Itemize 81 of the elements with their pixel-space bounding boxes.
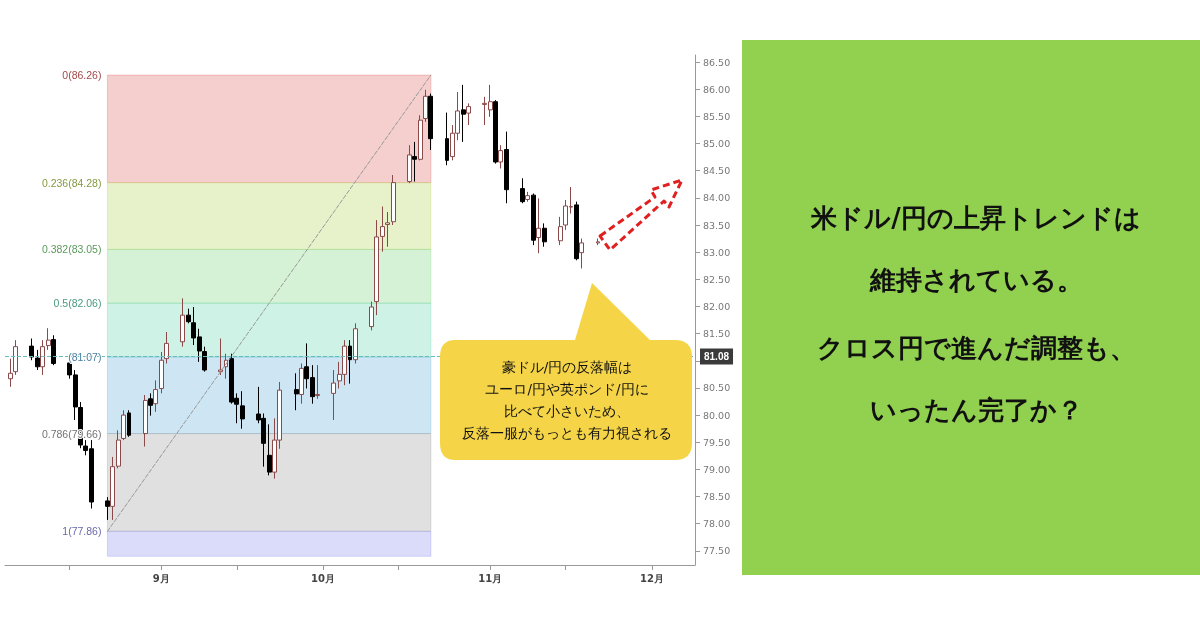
candlestick <box>46 327 51 351</box>
candlestick <box>596 238 600 246</box>
candlestick <box>579 238 584 269</box>
y-tick-label: 81.50 <box>703 328 731 340</box>
candlestick <box>520 177 525 204</box>
candlestick <box>531 193 536 246</box>
y-tick-label: 79.50 <box>703 436 731 448</box>
y-tick-label: 83.00 <box>703 246 731 258</box>
candlestick <box>51 334 56 366</box>
x-tick-label: 12月 <box>639 572 664 584</box>
candlestick <box>407 144 412 184</box>
candlestick <box>240 390 245 430</box>
candlestick <box>542 222 547 248</box>
ref-line-label: 81.08 <box>704 350 730 362</box>
chart-title: 米ドル/円の上昇トレンドは維持されている。 <box>811 203 1141 295</box>
candlestick <box>13 339 18 376</box>
candlestick <box>294 372 299 411</box>
candlestick <box>121 409 126 441</box>
candlestick <box>423 89 428 123</box>
candlestick <box>299 363 304 405</box>
text: クロス円で進んだ調整も、いったん完了か？ <box>816 333 1136 425</box>
candlestick <box>348 339 352 385</box>
y-tick-label: 78.00 <box>703 518 731 530</box>
y-tick-label: 86.50 <box>703 56 731 68</box>
candlestick <box>385 211 390 248</box>
candlestick <box>445 112 449 166</box>
candlestick <box>504 131 509 204</box>
candlestick <box>574 201 579 261</box>
y-tick-label: 84.00 <box>703 192 731 204</box>
candlestick <box>159 351 164 394</box>
y-tick-label: 79.00 <box>703 463 731 475</box>
y-tick-label: 85.00 <box>703 138 731 150</box>
y-tick-label: 83.50 <box>703 219 731 231</box>
candlestick <box>428 93 433 151</box>
candlestick <box>536 197 541 254</box>
y-tick-label: 80.00 <box>703 409 731 421</box>
candlestick <box>186 308 191 324</box>
x-tick-label: 9月 <box>152 572 170 584</box>
candlestick <box>127 409 131 438</box>
candlestick <box>218 338 223 376</box>
band-label: 0.382(83.05) <box>41 243 102 256</box>
band-label: 0.5(82.06) <box>53 297 102 310</box>
candlestick <box>143 394 148 448</box>
y-tick-label: 82.00 <box>703 300 731 312</box>
annotation: ユーロ/円や英ポンド/円に <box>484 380 650 399</box>
candlestick <box>369 301 374 331</box>
y-tick-label: 80.50 <box>703 382 731 394</box>
candlestick <box>164 331 169 364</box>
candlestick <box>153 379 158 413</box>
candlestick <box>331 369 336 421</box>
candlestick <box>493 99 498 165</box>
y-tick-label: 78.50 <box>703 491 731 503</box>
annotation: 比べて小さいため、 <box>503 402 631 421</box>
candlestick <box>498 144 503 170</box>
y-tick-label: 77.50 <box>703 545 731 557</box>
candlestick <box>418 114 423 161</box>
candlestick <box>180 297 185 348</box>
annotation: 反落一服がもっとも有力視される <box>462 424 672 443</box>
candlestick <box>148 392 153 417</box>
candlestick <box>315 364 320 400</box>
candlestick <box>8 358 13 388</box>
candlestick <box>466 102 471 126</box>
y-tick-label: 82.50 <box>703 273 731 285</box>
annotation: 豪ドル/円の反落幅は <box>500 358 634 377</box>
candlestick <box>525 191 530 203</box>
x-tick-label: 10月 <box>311 572 336 584</box>
candlestick <box>40 339 45 376</box>
candlestick <box>558 216 563 246</box>
candlestick <box>267 423 272 476</box>
y-tick-label: 86.00 <box>703 83 731 95</box>
candlestick <box>391 174 396 226</box>
band-label: 0(86.26) <box>62 69 102 82</box>
candlestick <box>461 84 466 143</box>
y-tick-label: 85.50 <box>703 110 731 122</box>
candlestick <box>353 322 358 364</box>
band-label: 0.236(84.28) <box>41 176 102 189</box>
x-tick-label: 11月 <box>478 572 503 584</box>
y-tick-label: 84.50 <box>703 165 731 177</box>
band-label: 1(77.86) <box>62 525 102 538</box>
candlestick <box>105 496 110 521</box>
candlestick <box>412 141 417 183</box>
